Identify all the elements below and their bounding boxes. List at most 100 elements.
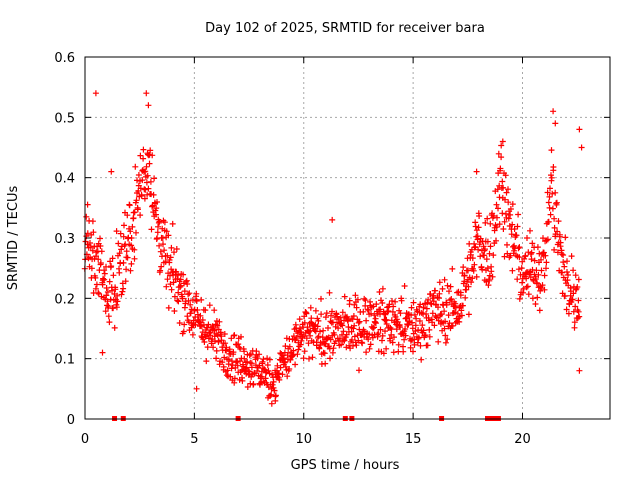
data-point xyxy=(382,317,389,324)
data-point xyxy=(547,185,553,192)
data-point xyxy=(563,306,570,313)
data-point xyxy=(487,220,494,227)
data-point xyxy=(104,289,111,295)
data-point xyxy=(507,252,514,259)
data-point xyxy=(487,243,494,250)
data-point xyxy=(92,285,99,292)
data-point xyxy=(430,292,437,299)
data-point xyxy=(507,206,514,212)
data-point xyxy=(473,168,480,175)
data-point xyxy=(493,237,499,244)
data-point xyxy=(118,246,125,253)
data-point xyxy=(389,308,396,315)
data-point xyxy=(565,272,571,278)
y-axis-label: SRMTID / TECUs xyxy=(6,186,21,291)
data-point xyxy=(328,312,334,319)
data-point xyxy=(493,224,500,230)
data-point xyxy=(545,199,552,206)
data-point xyxy=(312,307,319,314)
data-point xyxy=(284,373,291,380)
data-point xyxy=(137,185,144,192)
data-point xyxy=(559,269,566,276)
data-point xyxy=(339,322,346,329)
data-point xyxy=(564,277,571,284)
data-point xyxy=(264,362,271,368)
data-point xyxy=(265,367,272,374)
data-point xyxy=(359,340,366,347)
data-point xyxy=(490,252,497,259)
data-point xyxy=(541,272,548,279)
data-point xyxy=(538,256,544,263)
data-point xyxy=(97,235,103,242)
data-point xyxy=(90,229,97,236)
data-point xyxy=(375,330,382,337)
data-point xyxy=(516,244,523,251)
data-point xyxy=(369,334,376,341)
data-point xyxy=(558,251,565,258)
data-point xyxy=(551,246,558,253)
data-point xyxy=(560,259,567,266)
data-point xyxy=(123,266,130,273)
data-point xyxy=(149,152,156,159)
data-point xyxy=(392,298,399,305)
data-point xyxy=(348,328,355,335)
data-point xyxy=(528,256,535,263)
data-point xyxy=(231,332,238,339)
data-point xyxy=(231,379,238,386)
data-point xyxy=(413,315,420,322)
data-point xyxy=(452,300,459,307)
data-point xyxy=(436,279,443,286)
data-point xyxy=(151,175,158,182)
data-point xyxy=(350,342,356,349)
data-point xyxy=(564,269,570,275)
data-point xyxy=(341,337,348,344)
data-point xyxy=(185,319,192,326)
data-point xyxy=(528,249,535,256)
data-point xyxy=(157,248,164,255)
data-point xyxy=(387,324,394,331)
data-point xyxy=(548,172,554,179)
data-point xyxy=(244,358,251,365)
data-point xyxy=(206,302,213,309)
data-point xyxy=(538,267,545,274)
data-point xyxy=(289,352,296,359)
data-point xyxy=(163,228,170,235)
data-point xyxy=(515,266,522,273)
data-point xyxy=(505,215,512,222)
data-point xyxy=(322,360,329,367)
data-point xyxy=(571,324,578,331)
data-point xyxy=(137,152,144,159)
data-point xyxy=(576,313,583,320)
data-point xyxy=(534,244,541,251)
data-point xyxy=(124,212,131,219)
data-point xyxy=(325,325,331,331)
data-point xyxy=(137,212,144,219)
data-point xyxy=(227,373,234,380)
data-point xyxy=(83,213,90,220)
data-point xyxy=(116,269,123,276)
data-point xyxy=(495,205,501,212)
data-point xyxy=(187,310,194,317)
data-point xyxy=(465,267,471,274)
data-point xyxy=(329,216,336,223)
data-point xyxy=(356,367,362,374)
data-point xyxy=(135,172,142,178)
data-point xyxy=(397,324,404,331)
data-point xyxy=(554,249,561,256)
data-point xyxy=(362,297,369,304)
data-point xyxy=(171,293,178,300)
data-point xyxy=(377,326,384,333)
data-point xyxy=(470,267,477,274)
data-point xyxy=(389,298,395,304)
data-point xyxy=(315,333,322,340)
data-point xyxy=(415,334,422,341)
data-point xyxy=(101,276,108,283)
data-point xyxy=(478,263,485,270)
data-point xyxy=(142,168,149,175)
data-point xyxy=(120,259,127,266)
data-point xyxy=(322,314,329,321)
data-point xyxy=(223,372,230,379)
data-point xyxy=(372,320,379,327)
data-point xyxy=(527,227,533,234)
data-point xyxy=(144,172,151,179)
